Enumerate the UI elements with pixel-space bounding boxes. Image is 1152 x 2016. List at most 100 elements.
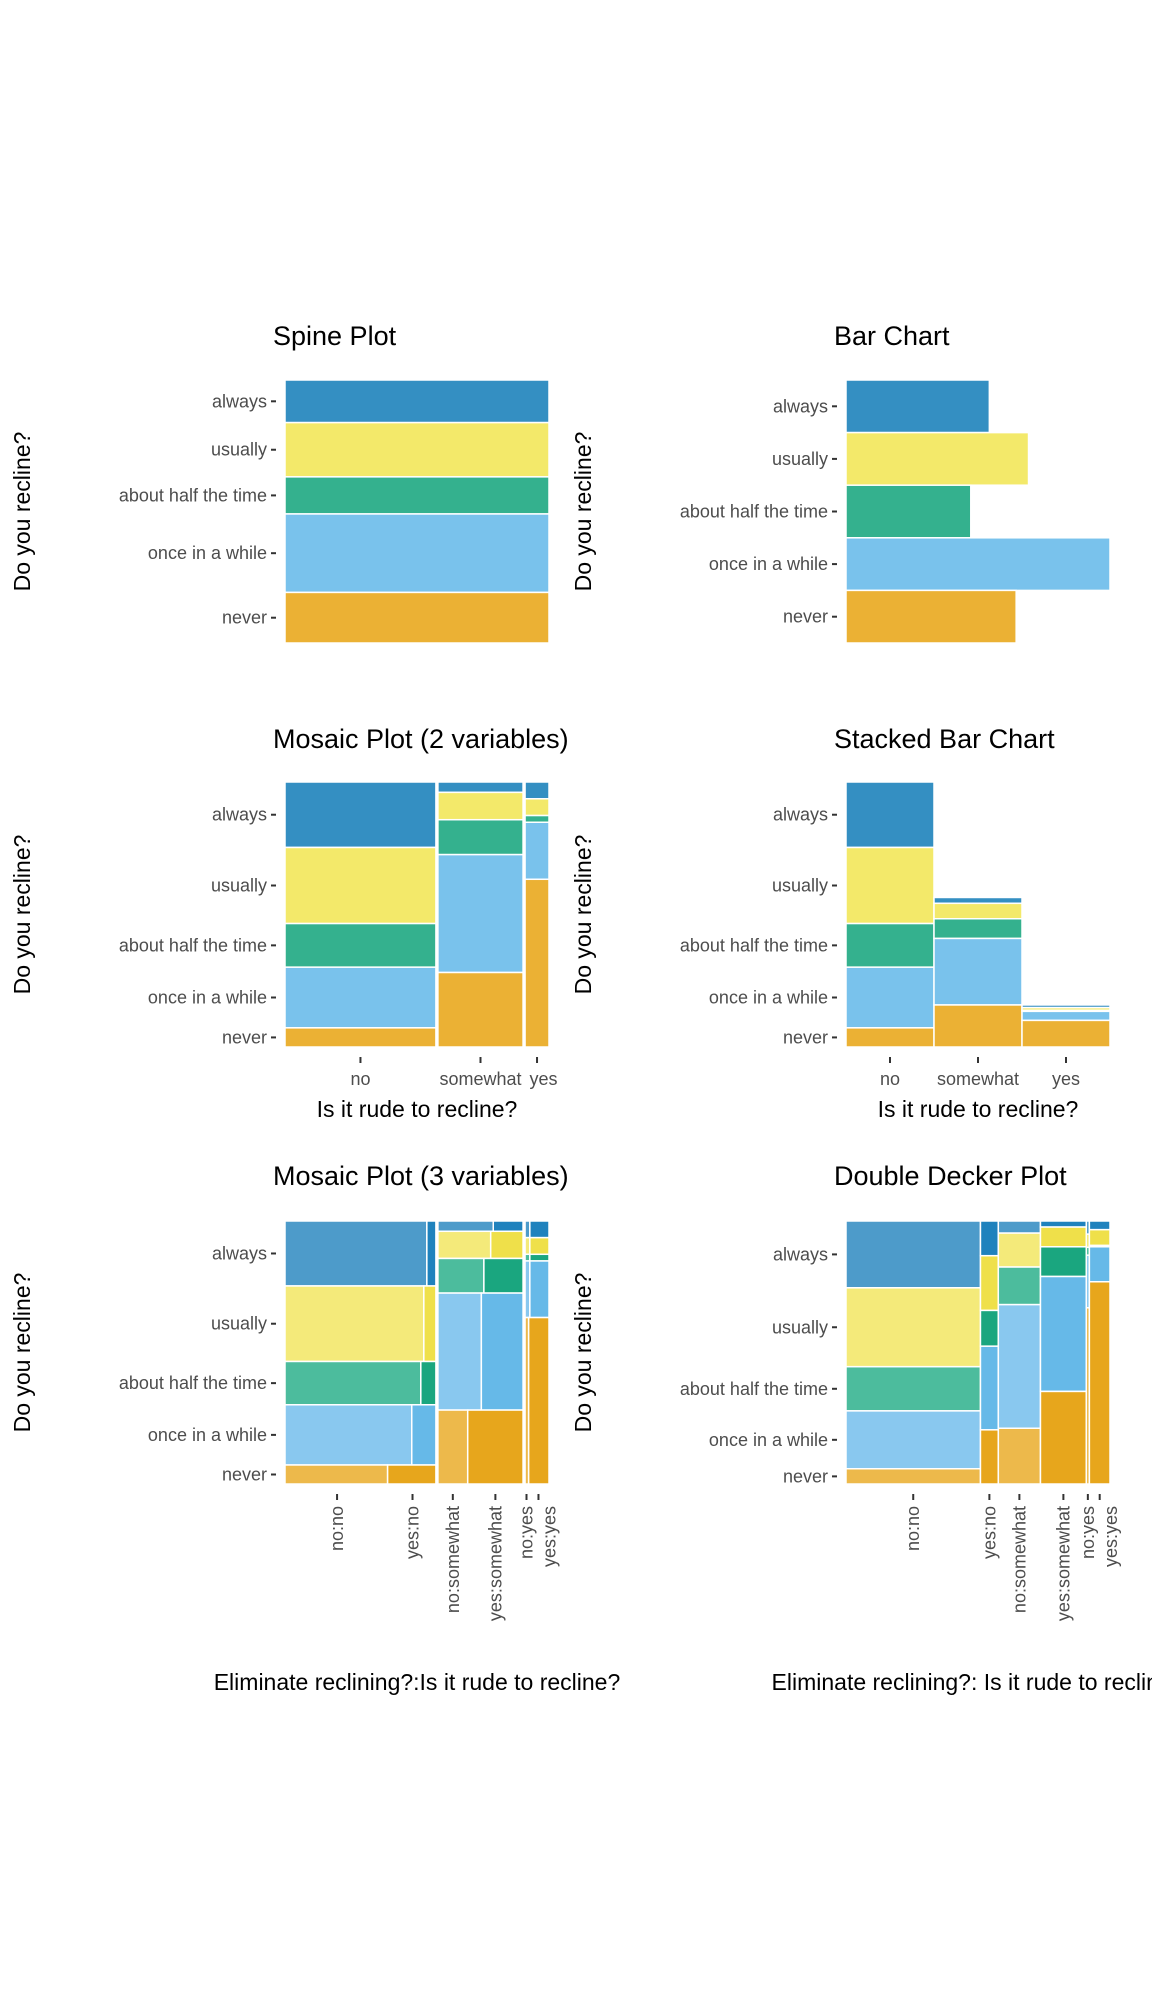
decker-cell [845, 1467, 982, 1485]
y-axis-title: Do you recline? [9, 432, 35, 592]
stacked-segment [845, 966, 935, 1029]
mosaic-cell-eliminate-no [284, 1220, 428, 1287]
decker-cell [997, 1266, 1042, 1306]
x-tick-label: yes:yes [539, 1506, 559, 1567]
y-tick-label: once in a while [148, 988, 267, 1008]
spine-segment [284, 513, 550, 594]
mosaic-cell-eliminate-yes [529, 1220, 550, 1239]
chart-title: Double Decker Plot [834, 1161, 1067, 1191]
decker-cell [997, 1427, 1042, 1485]
mosaic-cell-eliminate-yes [483, 1257, 524, 1294]
x-tick-label: yes:somewhat [1053, 1506, 1073, 1621]
mosaic-cell-eliminate-yes [466, 1409, 524, 1485]
y-tick-label: once in a while [709, 988, 828, 1008]
decker-cell [1039, 1246, 1088, 1278]
panel-horizontal: Bar Chart always usually about half the tim… [570, 321, 1111, 644]
panel-spine: Spine Plot always usually about half the ti… [9, 321, 550, 644]
x-tick-label: no:no [327, 1506, 347, 1551]
y-tick-label: about half the time [119, 935, 267, 955]
mosaic-cell-eliminate-yes [423, 1285, 437, 1363]
y-axis-title: Do you recline? [570, 432, 596, 592]
y-tick-label: usually [772, 1317, 828, 1337]
bar [845, 431, 1030, 486]
mosaic-cell-eliminate-no [284, 1464, 389, 1485]
stacked-segment [933, 896, 1023, 905]
spine-segment [284, 421, 550, 478]
mosaic-cell-eliminate-no [284, 1404, 413, 1466]
mosaic-cell-eliminate-no [437, 1257, 485, 1294]
x-axis-title: Is it rude to recline? [878, 1096, 1079, 1122]
x-tick-label: yes [1052, 1069, 1080, 1089]
mosaic-cell [524, 814, 550, 824]
x-axis-title: Eliminate reclining?:Is it rude to recli… [214, 1669, 621, 1695]
decker-cell [1039, 1220, 1088, 1228]
x-tick-label: no [880, 1069, 900, 1089]
y-tick-label: once in a while [148, 543, 267, 563]
y-tick-label: once in a while [148, 1425, 267, 1445]
x-tick-label: yes:no [403, 1506, 423, 1559]
x-tick-label: yes:no [979, 1506, 999, 1559]
y-tick-label: never [222, 608, 267, 628]
mosaic-cell-eliminate-yes [529, 1253, 550, 1262]
mosaic-cell [524, 878, 550, 1048]
decker-cell [845, 1220, 982, 1289]
decker-cell [1088, 1228, 1111, 1247]
mosaic-cell-eliminate-yes [411, 1404, 437, 1466]
mosaic-cell-eliminate-yes [529, 1236, 550, 1256]
stacked-segment [933, 1004, 1023, 1048]
decker-cell [1088, 1246, 1111, 1283]
mosaic-cell-eliminate-yes [492, 1220, 524, 1233]
decker-cell [997, 1303, 1042, 1429]
y-tick-label: never [222, 1027, 267, 1047]
mosaic-cell-eliminate-no [437, 1230, 492, 1260]
x-tick-label: no:yes [1078, 1506, 1098, 1559]
chart-title: Stacked Bar Chart [834, 724, 1055, 754]
x-tick-label: no:no [903, 1506, 923, 1551]
mosaic-cell [284, 922, 437, 968]
stacked-segment [933, 902, 1023, 920]
x-tick-label: no:yes [516, 1506, 536, 1559]
decker-cell [979, 1254, 1000, 1312]
decker-cell [845, 1365, 982, 1412]
stacked-segment [845, 922, 935, 968]
panel-mosaic: Mosaic Plot (2 variables) no somewhat yes al… [9, 724, 569, 1122]
y-tick-label: never [783, 1027, 828, 1047]
x-tick-label: yes [529, 1069, 557, 1089]
y-tick-label: about half the time [680, 1379, 828, 1399]
mosaic-cell [437, 781, 524, 794]
bar [845, 589, 1017, 644]
y-tick-label: once in a while [709, 554, 828, 574]
spine-segment [284, 379, 550, 424]
y-tick-label: about half the time [119, 1373, 267, 1393]
mosaic-cell-eliminate-yes [480, 1292, 524, 1411]
x-tick-label: somewhat [937, 1069, 1019, 1089]
x-axis-title: Eliminate reclining?: Is it rude to recl… [772, 1669, 1152, 1695]
y-tick-label: usually [211, 440, 267, 460]
y-tick-label: about half the time [680, 935, 828, 955]
decker-cell [845, 1410, 982, 1470]
mosaic-cell [437, 853, 524, 974]
y-tick-label: usually [211, 875, 267, 895]
y-tick-label: usually [211, 1314, 267, 1334]
mosaic-cell-eliminate-yes [489, 1230, 524, 1260]
stacked-segment [1021, 1019, 1111, 1048]
mosaic-cell [524, 821, 550, 881]
decker-cell [997, 1220, 1042, 1234]
decker-cell [1088, 1281, 1111, 1485]
y-tick-label: about half the time [680, 502, 828, 522]
mosaic-cell-eliminate-yes [420, 1360, 437, 1406]
x-tick-label: yes:yes [1101, 1506, 1121, 1567]
y-tick-label: always [212, 391, 267, 411]
bar [845, 537, 1111, 592]
y-tick-label: usually [772, 449, 828, 469]
mosaic-cell [524, 781, 550, 800]
mosaic-cell-eliminate-no [284, 1360, 422, 1406]
y-tick-label: never [783, 607, 828, 627]
stacked-segment [933, 937, 1023, 1006]
decker-cell [1039, 1390, 1088, 1485]
mosaic-cell-eliminate-yes [386, 1464, 437, 1485]
decker-cell [979, 1429, 1000, 1485]
y-tick-label: always [212, 805, 267, 825]
y-tick-label: never [783, 1466, 828, 1486]
y-tick-label: always [773, 1244, 828, 1264]
